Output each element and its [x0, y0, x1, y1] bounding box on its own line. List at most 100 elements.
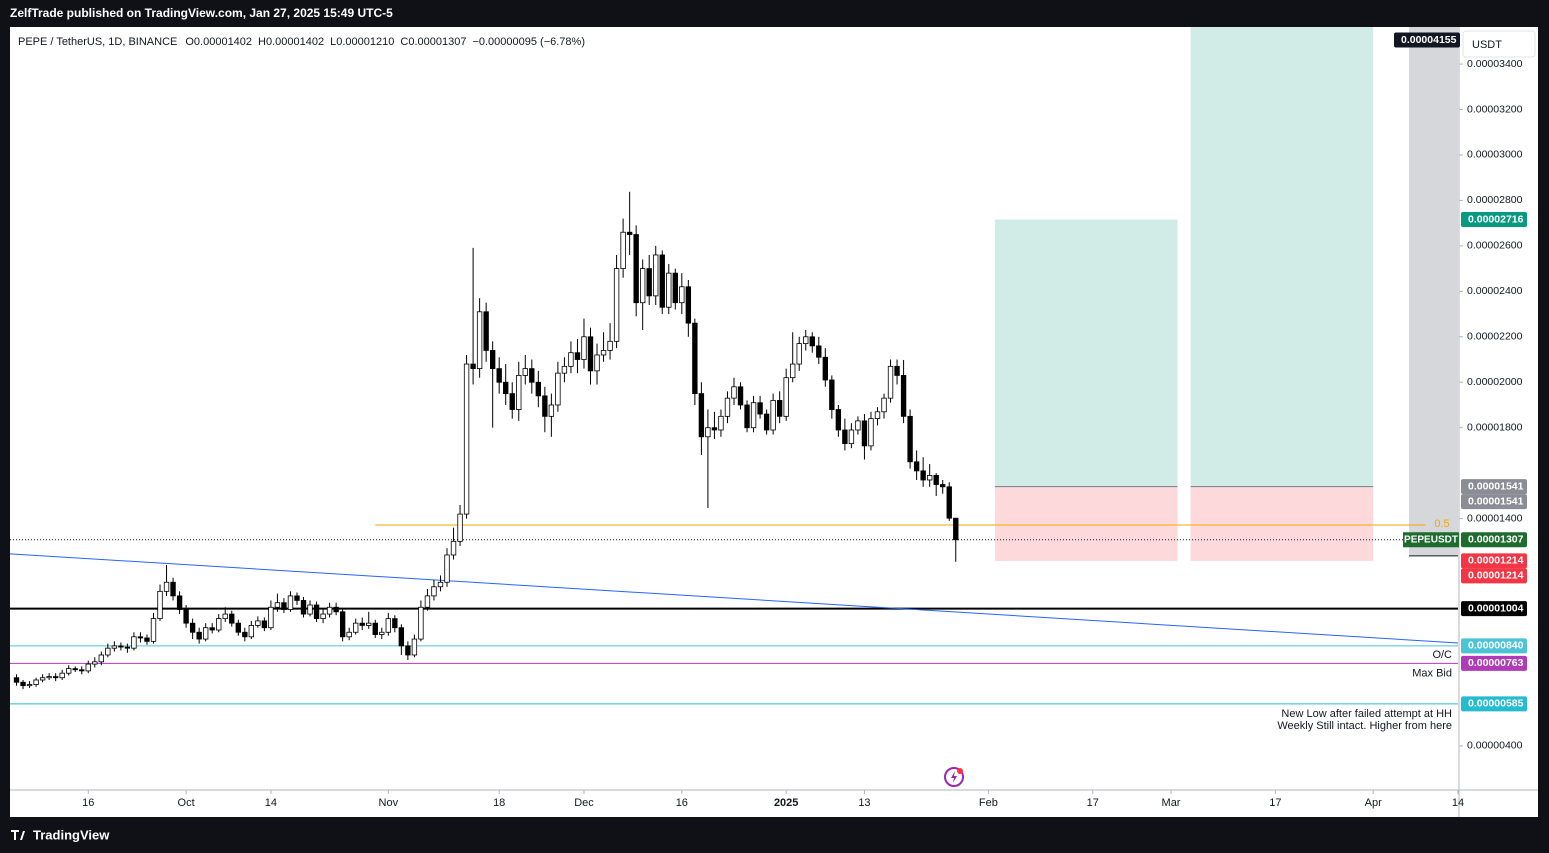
candle-body — [594, 354, 600, 372]
candle-body — [783, 377, 789, 417]
loss-zone — [994, 486, 1178, 561]
candle-body — [940, 484, 946, 488]
candle-body — [855, 420, 861, 431]
candle-body — [444, 554, 450, 583]
candle-body — [861, 420, 868, 447]
candle-body — [522, 368, 528, 376]
price-badge-label: 0.00000840 — [1468, 640, 1524, 652]
trendline — [10, 553, 1458, 644]
candle-body — [313, 604, 320, 620]
candle-body — [209, 627, 215, 631]
candle-body — [418, 606, 424, 640]
candle-body — [568, 352, 574, 367]
symbol-badge-label: PEPEUSDT — [1404, 534, 1458, 545]
candle-body — [626, 231, 633, 235]
candle-body — [476, 311, 483, 370]
candle-body — [261, 620, 268, 629]
candle-body — [489, 350, 496, 370]
candle-body — [574, 352, 581, 360]
candle-body — [450, 540, 457, 556]
candle-body — [144, 637, 150, 642]
y-tick-label: 0.00000400 — [1467, 740, 1523, 752]
candle-body — [822, 356, 828, 381]
candle-body — [829, 379, 835, 410]
candle-body — [803, 336, 809, 345]
x-tick-label: Dec — [574, 797, 594, 809]
candle-body — [542, 395, 548, 417]
y-tick-label: 0.00003400 — [1467, 58, 1523, 70]
legend-value: 0.00001402 — [266, 36, 324, 48]
candle-body — [326, 606, 333, 615]
candle-body — [437, 581, 444, 588]
x-tick-label: 14 — [265, 797, 277, 809]
price-badge — [1461, 601, 1527, 617]
candle-body — [685, 286, 692, 324]
candle-body — [242, 631, 248, 638]
logo: TradingView — [11, 827, 110, 842]
candle-body — [424, 595, 431, 608]
candle-body — [692, 322, 698, 395]
candle-body — [587, 336, 594, 372]
price-badge-label: 0.00002716 — [1468, 213, 1524, 225]
candle-body — [835, 409, 842, 431]
candle-body — [620, 231, 626, 270]
y-tick-label: 0.00001800 — [1467, 421, 1523, 433]
currency-label[interactable]: USDT — [1472, 39, 1502, 51]
price-badge — [1461, 553, 1527, 569]
candle-body — [92, 661, 98, 665]
loss-zone — [1190, 486, 1374, 561]
price-badge — [1461, 494, 1527, 510]
plot — [10, 27, 1458, 705]
price-badge-label: 0.00001541 — [1468, 495, 1524, 507]
candle-body — [881, 397, 887, 413]
candle-body — [150, 618, 157, 642]
candle-body — [339, 611, 346, 638]
currency-box[interactable] — [1462, 30, 1536, 58]
x-tick-label: 14 — [1452, 797, 1464, 809]
y-tick-label: 0.00003000 — [1467, 149, 1523, 161]
candle-body — [20, 681, 26, 687]
price-badge — [1461, 655, 1527, 671]
candle-body — [796, 343, 802, 365]
legend-change: −0.00000095 (−6.78%) — [472, 36, 585, 48]
candle-body — [900, 375, 907, 417]
candle-body — [887, 365, 894, 399]
candle-body — [640, 268, 646, 304]
candle-body — [248, 625, 255, 638]
candle-body — [913, 461, 920, 472]
candle-body — [366, 622, 372, 626]
candle-body — [750, 402, 757, 429]
candle-body — [600, 350, 607, 356]
candle-body — [659, 254, 665, 308]
profit-zone — [1190, 27, 1374, 487]
candle-body — [124, 646, 131, 649]
x-tick-label: 16 — [676, 797, 688, 809]
price-badge — [1394, 32, 1460, 48]
candle-body — [946, 486, 952, 519]
x-tick-label: 16 — [82, 797, 94, 809]
candle-body — [411, 638, 418, 656]
price-badge-label: 0.00001214 — [1468, 555, 1524, 567]
y-tick-label: 0.00002600 — [1467, 240, 1523, 252]
candle-body — [66, 668, 72, 674]
footer-brand: TradingView — [33, 827, 110, 842]
price-badge-label: 0.00000585 — [1468, 698, 1524, 710]
currency-button[interactable]: USDT — [1462, 30, 1536, 58]
candle-body — [287, 595, 294, 610]
candle-body — [848, 429, 855, 445]
price-badge — [1461, 212, 1527, 228]
candle-body — [405, 645, 411, 656]
candle-body — [711, 427, 718, 431]
price-badge-label: 0.00001004 — [1468, 602, 1524, 614]
candle-body — [52, 676, 59, 679]
price-axis: 0.00000400 0.00001400 0.00001800 0.00002000… — [1459, 58, 1523, 752]
candle-body — [26, 684, 33, 687]
legend-label: H — [258, 36, 266, 48]
candle-body — [431, 586, 437, 597]
price-badge — [1461, 638, 1527, 654]
legend-label: C — [400, 36, 408, 48]
candle-body — [705, 427, 711, 438]
candle-body — [457, 513, 463, 542]
candle-body — [379, 631, 385, 635]
